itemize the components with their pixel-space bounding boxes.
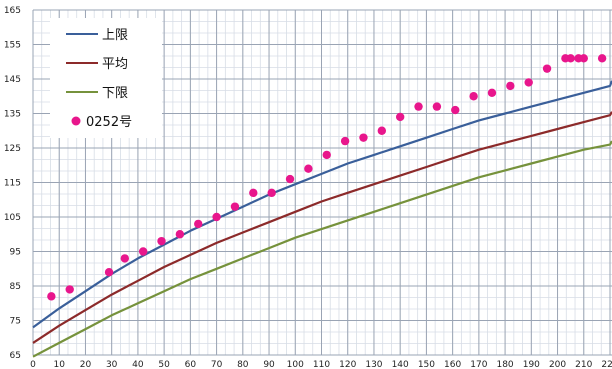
data-point bbox=[304, 164, 313, 173]
legend-label-scatter: 0252号 bbox=[86, 115, 132, 130]
x-tick-label: 150 bbox=[418, 360, 435, 369]
data-point bbox=[377, 126, 387, 135]
x-tick-label: 200 bbox=[549, 360, 566, 369]
y-tick-label: 135 bbox=[4, 110, 21, 120]
series-line-0 bbox=[32, 80, 612, 329]
x-tick-label: 110 bbox=[313, 360, 330, 369]
data-point bbox=[47, 292, 56, 301]
x-tick-label: 190 bbox=[523, 360, 540, 369]
data-point bbox=[524, 78, 533, 87]
y-tick-label: 105 bbox=[4, 213, 21, 223]
data-point bbox=[175, 230, 185, 239]
data-point bbox=[506, 81, 515, 91]
legend: 上限 平均 下限 0252号 bbox=[50, 18, 162, 138]
data-point bbox=[212, 212, 221, 222]
x-tick-label: 10 bbox=[54, 360, 66, 369]
data-point bbox=[451, 105, 460, 115]
x-tick-label: 60 bbox=[185, 360, 197, 369]
data-point bbox=[359, 133, 368, 142]
x-tick-label: 80 bbox=[237, 360, 249, 369]
x-tick-label: 40 bbox=[132, 360, 144, 369]
series-line-1 bbox=[32, 111, 612, 344]
y-axis-tick-labels: 65 75 85 95 105 115 125 135 145 155 165 bbox=[4, 6, 21, 361]
x-tick-label: 180 bbox=[496, 360, 513, 369]
data-point bbox=[249, 188, 258, 198]
data-point bbox=[469, 92, 478, 101]
series-points bbox=[47, 54, 607, 301]
y-tick-label: 165 bbox=[4, 6, 21, 16]
x-tick-label: 220 bbox=[601, 360, 612, 369]
data-point bbox=[542, 64, 552, 73]
data-point bbox=[267, 188, 276, 198]
x-tick-label: 0 bbox=[30, 360, 36, 369]
legend-swatch-scatter bbox=[71, 116, 81, 126]
data-point bbox=[395, 112, 405, 122]
data-point bbox=[65, 285, 74, 294]
x-tick-label: 20 bbox=[80, 360, 92, 369]
data-point bbox=[285, 174, 295, 184]
data-point bbox=[414, 102, 423, 111]
x-tick-label: 50 bbox=[158, 360, 170, 369]
data-point bbox=[579, 54, 588, 63]
data-point bbox=[487, 88, 497, 98]
x-tick-label: 160 bbox=[444, 360, 461, 369]
legend-label-upper: 上限 bbox=[102, 28, 128, 43]
y-tick-label: 95 bbox=[10, 248, 21, 258]
y-tick-label: 65 bbox=[10, 351, 21, 361]
x-tick-label: 140 bbox=[392, 360, 409, 369]
data-point bbox=[157, 236, 166, 246]
data-point bbox=[230, 202, 240, 211]
series-lines bbox=[32, 80, 612, 358]
y-tick-label: 125 bbox=[4, 144, 21, 154]
data-point bbox=[120, 254, 129, 263]
legend-label-average: 平均 bbox=[102, 57, 128, 72]
x-tick-label: 120 bbox=[339, 360, 356, 369]
data-point bbox=[104, 268, 114, 277]
x-tick-label: 170 bbox=[470, 360, 487, 369]
data-point bbox=[194, 219, 203, 229]
data-point bbox=[138, 247, 148, 256]
x-tick-label: 30 bbox=[106, 360, 118, 369]
data-point bbox=[432, 102, 442, 111]
y-tick-label: 155 bbox=[4, 41, 21, 51]
data-point bbox=[340, 136, 350, 146]
legend-label-lower: 下限 bbox=[102, 86, 128, 101]
x-tick-label: 210 bbox=[575, 360, 592, 369]
y-tick-label: 85 bbox=[10, 282, 21, 292]
x-axis-tick-labels: 0 10 20 30 40 50 60 70 80 90 100 110 120 130 140 150 160… bbox=[30, 360, 612, 369]
data-point bbox=[597, 54, 607, 63]
y-tick-label: 115 bbox=[4, 179, 21, 189]
data-point bbox=[322, 150, 331, 160]
x-tick-label: 130 bbox=[365, 360, 382, 369]
x-tick-label: 70 bbox=[211, 360, 223, 369]
x-tick-label: 100 bbox=[287, 360, 304, 369]
series-line-2 bbox=[32, 140, 612, 358]
x-tick-label: 90 bbox=[263, 360, 275, 369]
legend-background bbox=[50, 18, 162, 138]
y-tick-label: 75 bbox=[10, 317, 21, 327]
y-tick-label: 145 bbox=[4, 75, 21, 85]
data-point bbox=[566, 54, 575, 63]
